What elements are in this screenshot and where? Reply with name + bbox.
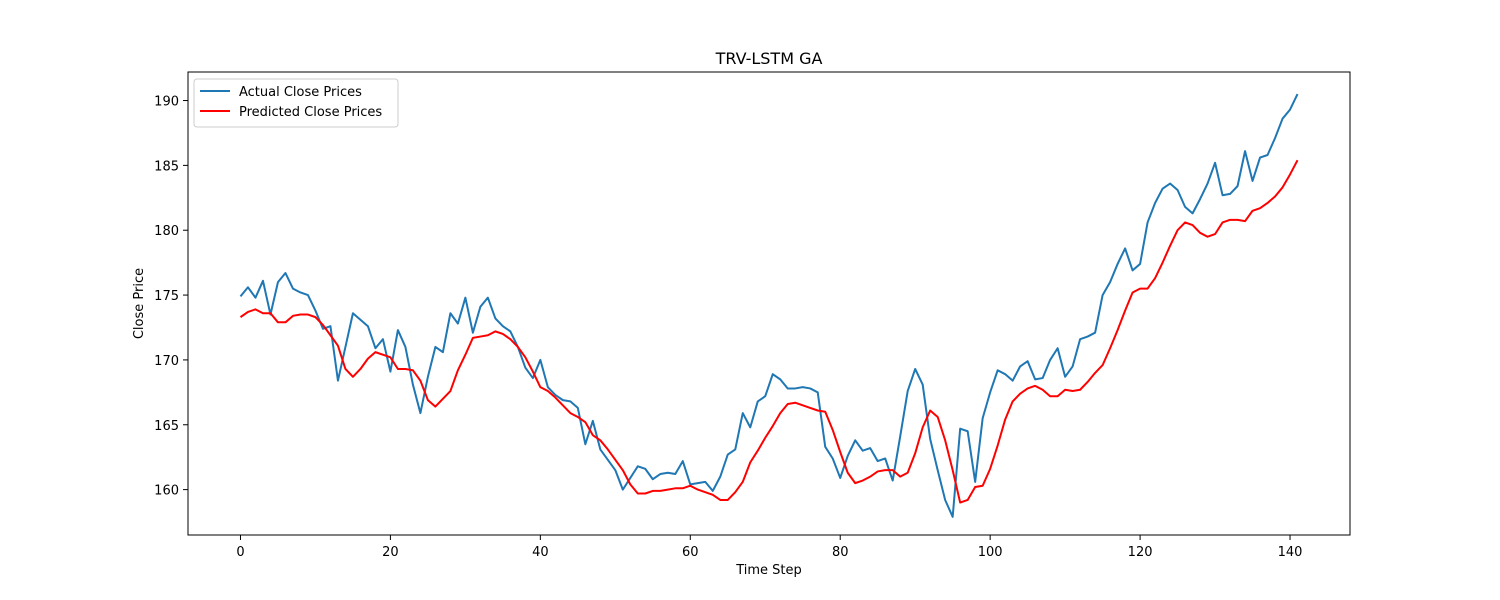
legend-box (193, 78, 399, 128)
y-tick-label: 160 (154, 484, 179, 499)
x-axis: 0 20 40 60 80 100 120 140 (236, 535, 1302, 560)
y-axis-label: Close Price (132, 268, 147, 339)
x-axis-label: Time Step (735, 563, 802, 578)
x-tick-label: 0 (236, 545, 244, 560)
x-tick-label: 60 (682, 545, 699, 560)
chart-title: TRV-LSTM GA (715, 49, 823, 68)
y-tick-label: 180 (154, 224, 179, 239)
legend: Actual Close Prices Predicted Close Pric… (193, 78, 399, 128)
series-line-1 (239, 159, 1299, 504)
legend-label-actual: Actual Close Prices (239, 85, 362, 100)
series-line-0 (239, 93, 1299, 518)
legend-label-predicted: Predicted Close Prices (239, 105, 382, 120)
x-tick-label: 100 (978, 545, 1003, 560)
y-tick-label: 165 (154, 419, 179, 434)
y-tick-label: 190 (154, 95, 179, 110)
y-axis: 160 165 170 175 180 185 190 (154, 95, 188, 499)
x-tick-label: 120 (1128, 545, 1153, 560)
y-tick-label: 185 (154, 159, 179, 174)
plot-area (239, 93, 1299, 518)
x-tick-label: 80 (832, 545, 849, 560)
y-tick-label: 175 (154, 289, 179, 304)
x-tick-label: 40 (532, 545, 549, 560)
axes-frame (187, 71, 1351, 536)
x-tick-label: 140 (1278, 545, 1303, 560)
y-tick-label: 170 (154, 354, 179, 369)
x-tick-label: 20 (382, 545, 399, 560)
